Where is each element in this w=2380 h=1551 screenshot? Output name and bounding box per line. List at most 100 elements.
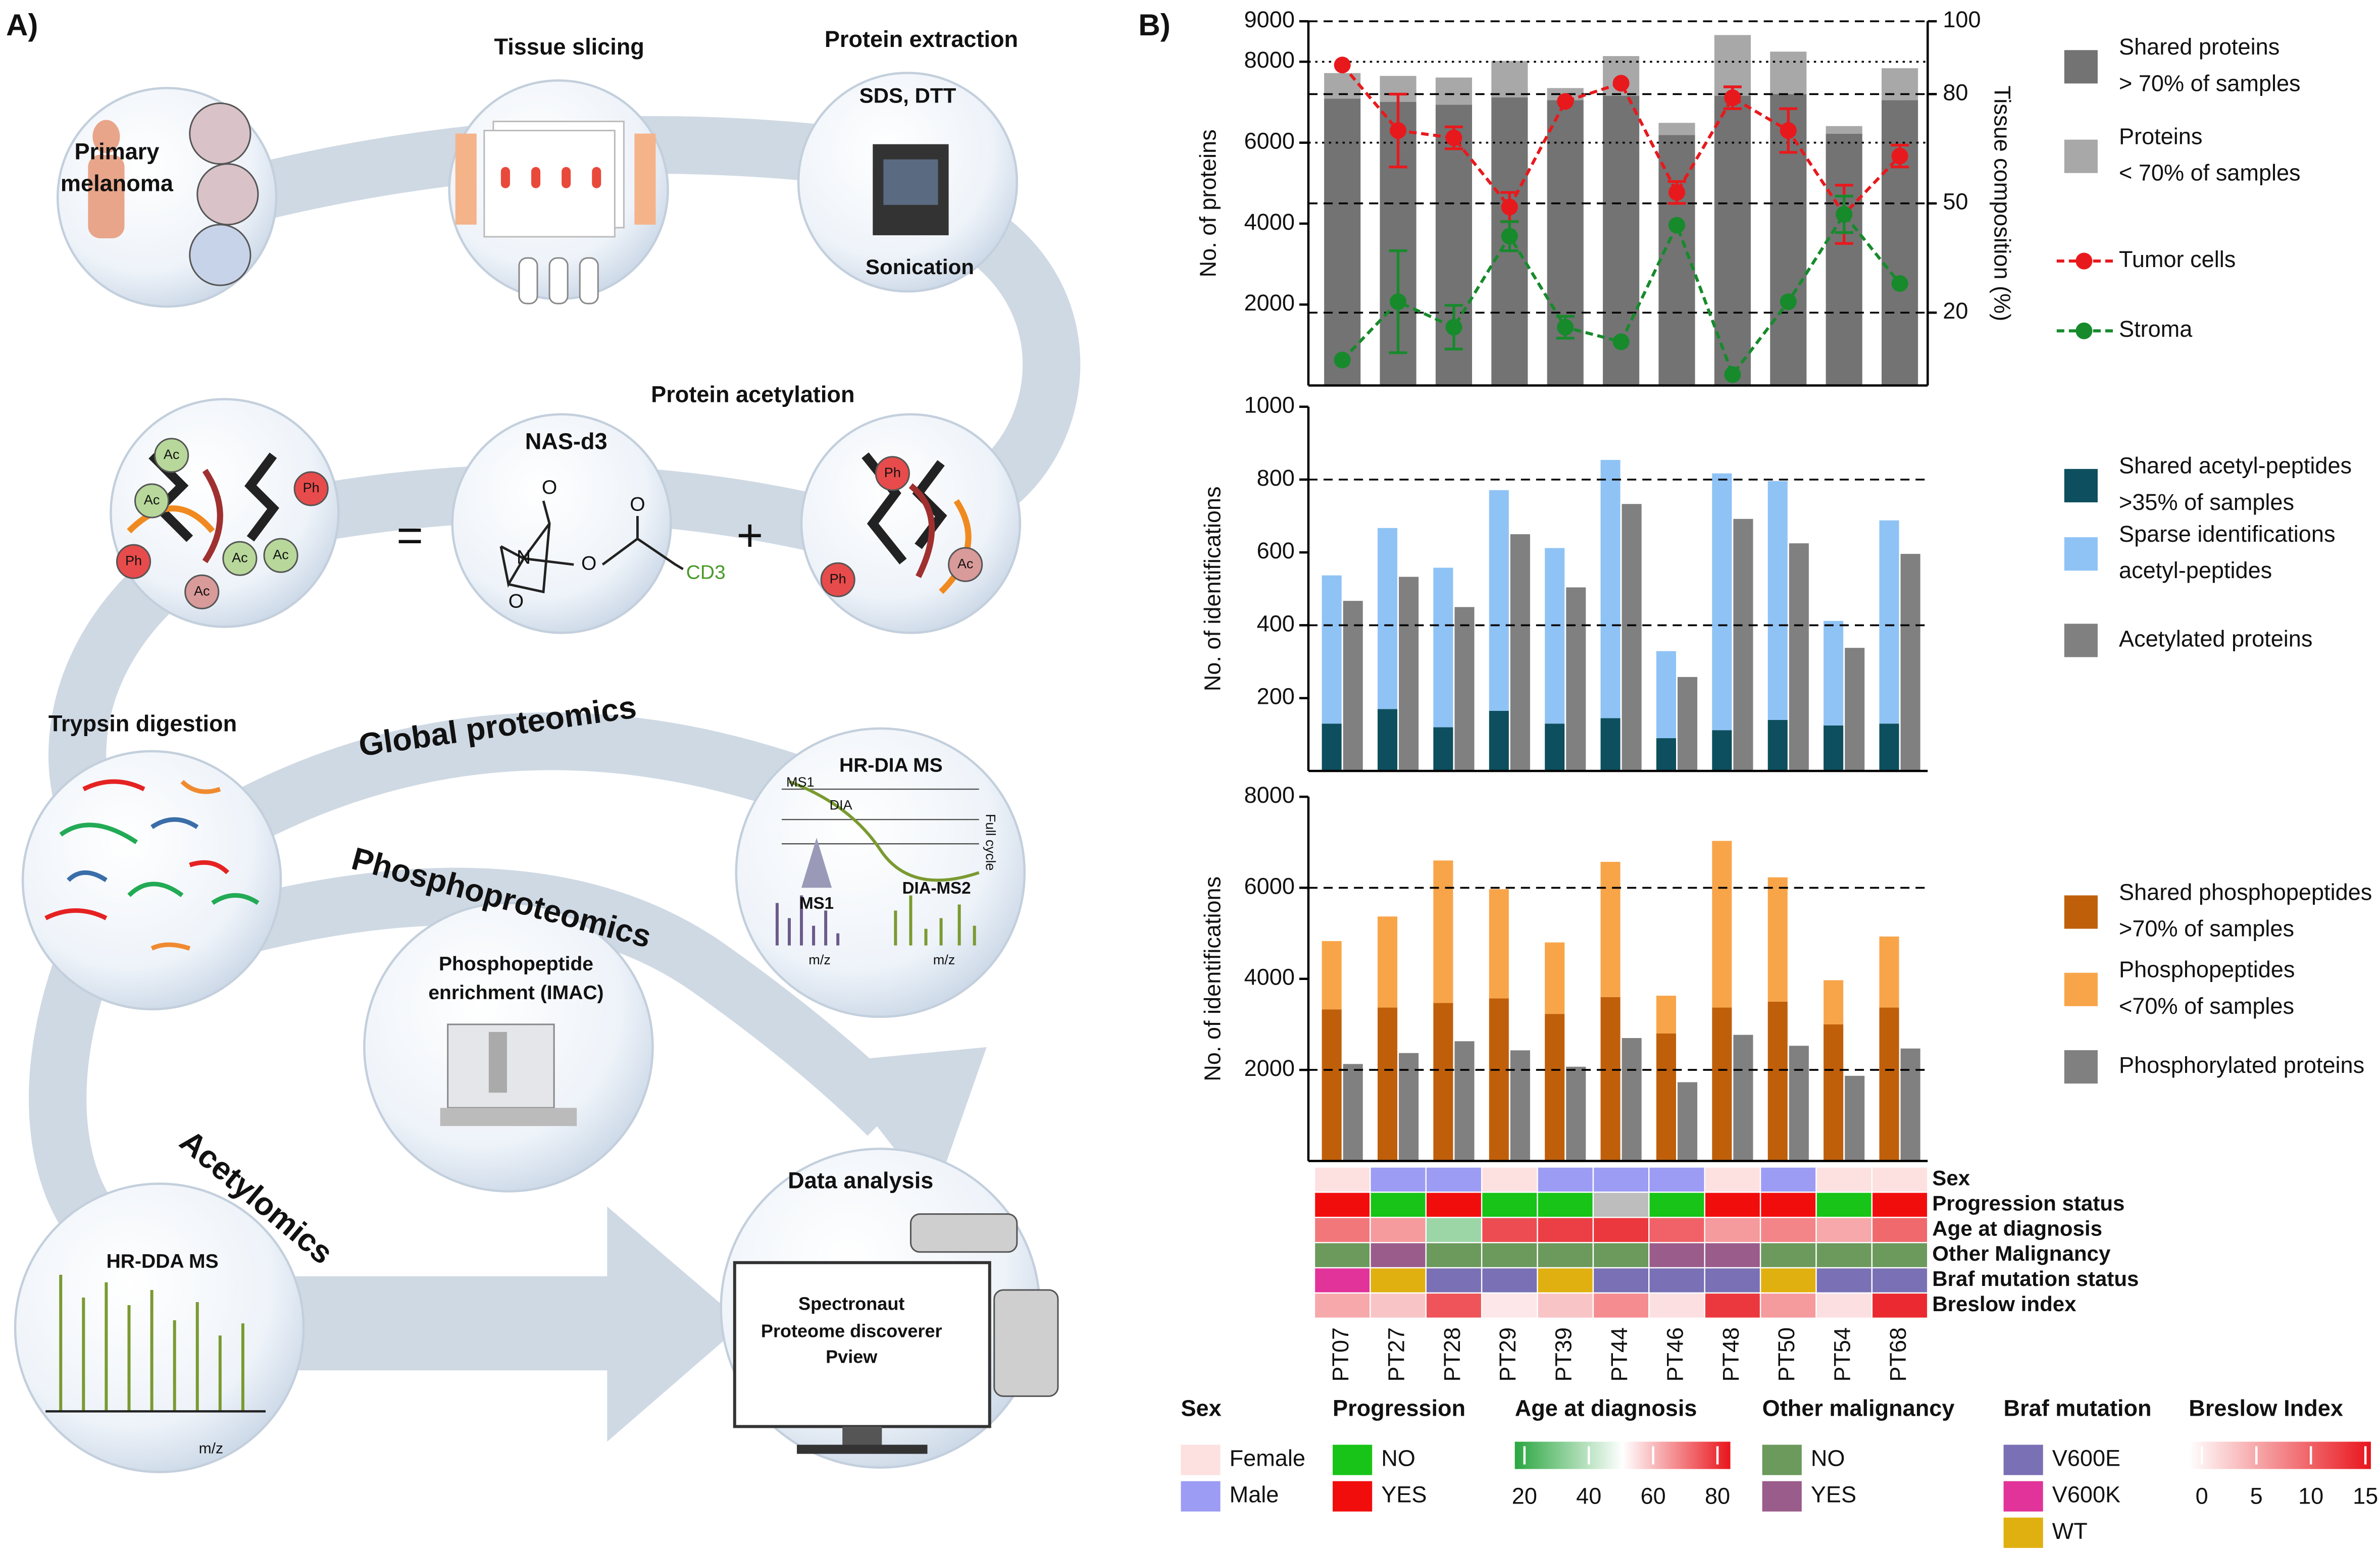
bar xyxy=(1767,877,1788,1002)
marker xyxy=(1891,275,1908,292)
bar xyxy=(1489,998,1509,1161)
bar xyxy=(1510,534,1530,771)
marker xyxy=(1780,122,1797,139)
heatmap-cell xyxy=(1313,1242,1371,1269)
heatmap-cell xyxy=(1425,1242,1483,1269)
scheme-label: m/z xyxy=(199,1440,223,1457)
legend-marker xyxy=(2075,252,2093,270)
legend-title: Other malignancy xyxy=(1762,1395,1955,1421)
icon-label: Ac xyxy=(164,447,180,462)
bar xyxy=(1658,135,1695,386)
heatmap-cell xyxy=(1871,1192,1929,1218)
heatmap-cell xyxy=(1370,1217,1427,1244)
bar xyxy=(1377,1007,1398,1161)
legend-label: Phosphopeptides xyxy=(2119,957,2295,983)
legend-swatch xyxy=(2064,139,2098,173)
marker xyxy=(1891,147,1908,165)
atom: O xyxy=(581,553,596,575)
ac-ph-icon: Ac xyxy=(184,574,220,609)
bar xyxy=(1435,77,1473,105)
bar xyxy=(1433,567,1453,728)
legend-label: Phosphorylated proteins xyxy=(2119,1052,2364,1078)
legend-swatch xyxy=(2003,1444,2043,1475)
equals-sign: = xyxy=(396,510,423,561)
y-tick-label: 2000 xyxy=(1244,290,1295,316)
bar xyxy=(1622,1038,1642,1161)
legend-swatch xyxy=(2064,537,2098,571)
atom: O xyxy=(509,591,524,612)
heatmap-cell xyxy=(1592,1242,1650,1269)
y-tick-label: 6000 xyxy=(1244,873,1295,899)
step-title: Trypsin digestion xyxy=(48,711,237,737)
y-axis-title: No. of proteins xyxy=(1195,129,1221,277)
heatmap-cell xyxy=(1313,1192,1371,1218)
bar xyxy=(1322,941,1342,1010)
heatmap-cell xyxy=(1370,1192,1427,1218)
x-tick-label: PT07 xyxy=(1328,1327,1353,1382)
heatmap-cell xyxy=(1481,1166,1538,1193)
heatmap-cell xyxy=(1759,1242,1817,1269)
bar xyxy=(1343,601,1363,771)
ac-ph-icon: Ph xyxy=(116,544,151,579)
bar xyxy=(1433,1003,1453,1161)
legend-label: Stroma xyxy=(2119,316,2193,342)
heatmap-cell xyxy=(1815,1267,1873,1294)
bar xyxy=(1545,723,1565,771)
legend-swatch xyxy=(1333,1444,1373,1475)
legend-title: Braf mutation xyxy=(2004,1395,2152,1421)
marker xyxy=(1445,319,1462,336)
icon-label: Ph xyxy=(830,571,846,586)
bar xyxy=(1510,1050,1530,1161)
marker xyxy=(1724,366,1741,383)
y-axis-title: No. of identifications xyxy=(1199,486,1225,691)
row-label: Age at diagnosis xyxy=(1932,1216,2102,1240)
legend-gradient xyxy=(2189,1441,2371,1469)
x-tick-label: PT44 xyxy=(1606,1327,1632,1382)
heatmap-cell xyxy=(1759,1166,1817,1193)
legend-label: Shared acetyl-peptides xyxy=(2119,453,2352,479)
panel-label: A) xyxy=(6,8,38,42)
bar xyxy=(1600,459,1621,718)
legend-swatch xyxy=(1762,1481,1802,1512)
bar xyxy=(1324,98,1361,386)
legend-tick-label: 5 xyxy=(2250,1483,2263,1509)
legend-label: Shared proteins xyxy=(2119,34,2280,60)
marker xyxy=(1836,205,1853,223)
ac-ph-icon: Ac xyxy=(948,547,983,582)
bar xyxy=(1343,1064,1363,1161)
marker xyxy=(1390,293,1407,311)
bar xyxy=(1882,100,1918,386)
bar xyxy=(1656,1033,1677,1161)
bar xyxy=(1733,519,1753,771)
legend-label: Female xyxy=(1230,1445,1305,1471)
legend-label: Shared phosphopeptides xyxy=(2119,879,2372,905)
legend-label: < 70% of samples xyxy=(2119,160,2301,186)
protein-labels: Ac Ac Ph Ac Ac Ph Ac Ph Ph Ac xyxy=(116,438,983,609)
step-label: Sonication xyxy=(866,255,974,279)
bar xyxy=(1712,473,1732,731)
panel-label: B) xyxy=(1138,8,1170,42)
step-title: enrichment (IMAC) xyxy=(428,982,603,1004)
heatmap-cell xyxy=(1648,1292,1705,1319)
bar xyxy=(1322,1009,1342,1161)
heatmap-cell xyxy=(1704,1242,1761,1269)
bar xyxy=(1712,841,1732,1008)
legend-label: Sparse identifications xyxy=(2119,521,2336,547)
step-label: SDS, DTT xyxy=(859,84,956,108)
bar xyxy=(1845,1075,1865,1161)
bar xyxy=(1789,543,1809,771)
atom: O xyxy=(630,493,645,515)
heatmap-cell xyxy=(1704,1267,1761,1294)
marker xyxy=(1390,122,1407,139)
bar xyxy=(1600,997,1621,1161)
legend-swatch xyxy=(2003,1481,2043,1512)
legend-swatch xyxy=(2003,1517,2043,1548)
legend-swatch xyxy=(1333,1481,1373,1512)
legend-label: Proteins xyxy=(2119,123,2202,149)
legend-swatch xyxy=(2064,50,2098,84)
bar xyxy=(1545,1014,1565,1161)
icon-label: Ac xyxy=(144,492,160,507)
bar xyxy=(1879,1007,1899,1161)
bar xyxy=(1770,51,1807,94)
